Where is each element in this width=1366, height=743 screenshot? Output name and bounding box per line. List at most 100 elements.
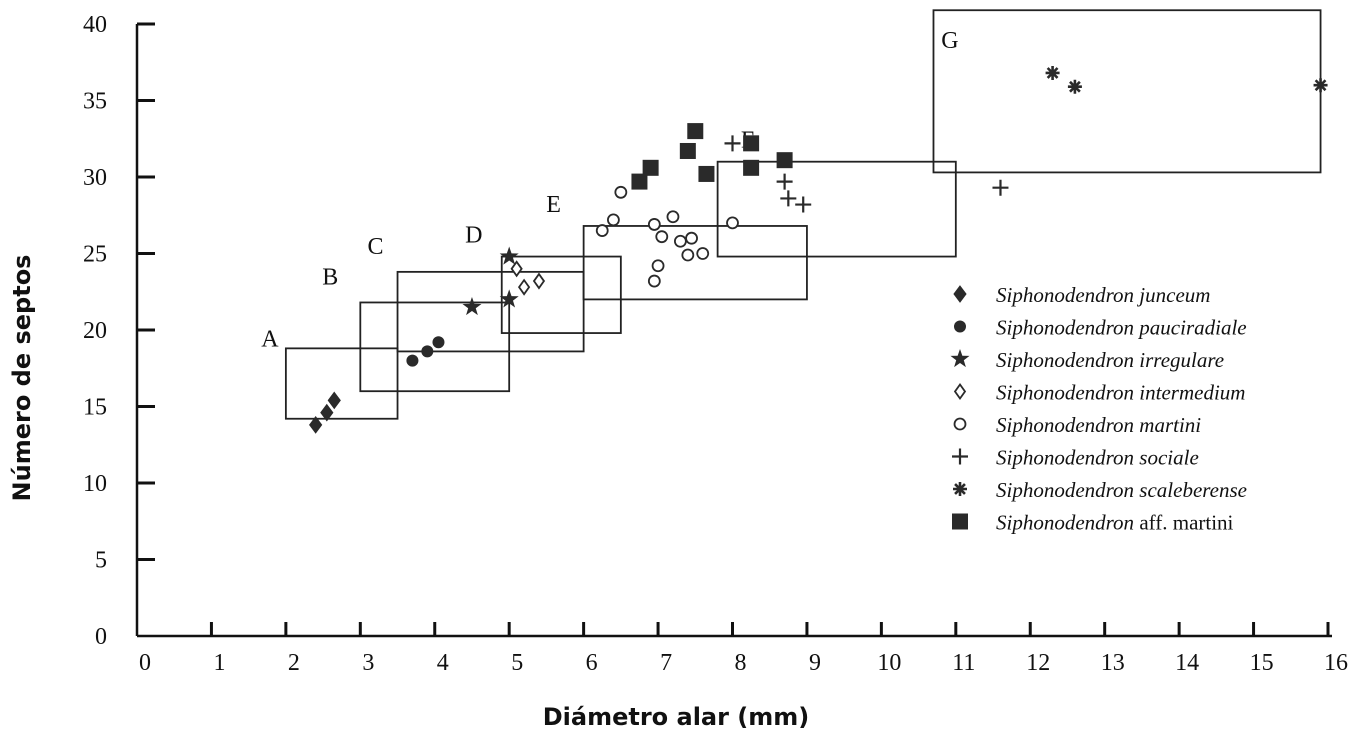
group-box-f	[716, 160, 957, 258]
point-diamond-open-shape	[517, 278, 531, 296]
point-asterisk-center	[1318, 82, 1324, 88]
point-circle-open	[673, 234, 687, 248]
point-circle-open-shape	[651, 259, 665, 273]
point-square-filled	[687, 123, 704, 140]
point-circle-open-shape	[614, 185, 628, 199]
point-asterisk-center	[1050, 70, 1056, 76]
point-circle-filled	[406, 354, 419, 367]
point-diamond-open	[510, 260, 523, 278]
point-circle-open-shape	[655, 230, 669, 244]
y-tick-label: 10	[83, 471, 107, 497]
point-diamond-open	[517, 278, 531, 296]
legend-label: Siphonodendron intermedium	[996, 381, 1245, 405]
point-plus	[724, 135, 741, 152]
legend-label: Siphonodendron sociale	[996, 446, 1199, 470]
point-circle-open	[614, 185, 628, 199]
point-diamond-filled-shape	[309, 416, 323, 434]
point-square-filled-shape	[743, 135, 760, 152]
point-square-filled	[679, 142, 696, 159]
point-square-filled-shape	[631, 173, 648, 190]
group-box-a	[284, 347, 399, 420]
legend-marker-shape	[953, 382, 967, 401]
group-label-e: E	[546, 192, 561, 218]
point-circle-open-shape	[647, 274, 661, 288]
legend-marker-shape	[950, 349, 970, 368]
legend-label-italic: Siphonodendron intermedium	[996, 381, 1245, 405]
legend-marker-shape	[952, 513, 968, 530]
point-square-filled	[642, 159, 659, 176]
x-tick-label: 10	[877, 650, 901, 676]
point-diamond-open	[532, 272, 546, 290]
point-circle-filled-shape	[406, 354, 419, 367]
x-tick-label: 11	[952, 650, 975, 676]
x-tick-label: 3	[362, 650, 374, 676]
point-plus-shape	[780, 190, 797, 207]
x-tick-label: 5	[511, 650, 523, 676]
point-asterisk-center	[1072, 84, 1078, 90]
point-circle-open	[685, 231, 698, 245]
point-circle-open-shape	[647, 218, 661, 231]
legend: Siphonodendron junceum Siphonodendron pau…	[950, 283, 1247, 535]
point-circle-open	[647, 274, 661, 288]
legend-label: Siphonodendron scaleberense	[996, 478, 1247, 502]
point-circle-open	[726, 216, 739, 230]
group-label-b: B	[322, 264, 338, 290]
group-label-g: G	[941, 28, 958, 54]
point-diamond-filled	[327, 391, 341, 410]
group-box-c	[396, 270, 585, 353]
point-plus-shape	[724, 135, 741, 152]
y-tick-label: 20	[83, 318, 107, 344]
legend-label-italic: Siphonodendron	[996, 511, 1134, 535]
point-diamond-open-shape	[532, 272, 546, 290]
legend-label-italic: Siphonodendron irregulare	[996, 348, 1224, 372]
legend-label-italic: Siphonodendron sociale	[996, 446, 1199, 470]
y-tick-label: 35	[83, 89, 107, 115]
point-plus	[780, 190, 797, 207]
legend-marker	[952, 513, 968, 530]
legend-label-italic: Siphonodendron martini	[996, 413, 1201, 437]
point-square-filled	[631, 173, 648, 190]
group-label-a: A	[261, 326, 279, 352]
point-circle-open-shape	[685, 231, 698, 245]
point-star	[499, 289, 519, 308]
point-circle-open	[651, 259, 665, 273]
group-box-e	[582, 225, 808, 301]
point-diamond-filled-shape	[327, 391, 341, 410]
point-circle-filled-shape	[421, 345, 434, 358]
point-diamond-filled-shape	[320, 403, 334, 422]
point-circle-open-shape	[726, 216, 739, 230]
point-circle-open	[655, 230, 669, 244]
legend-label: Siphonodendron aff. martini	[996, 511, 1234, 535]
point-square-filled	[743, 135, 760, 152]
group-label-d: D	[465, 223, 482, 249]
point-star	[499, 246, 519, 265]
point-plus-shape	[795, 196, 812, 213]
x-tick-label: 1	[213, 650, 225, 676]
point-circle-open-shape	[681, 248, 695, 262]
x-tick-label: 13	[1101, 650, 1125, 676]
legend-label-italic: Siphonodendron junceum	[996, 283, 1210, 307]
legend-label: Siphonodendron junceum	[996, 283, 1210, 307]
x-tick-label: 0	[139, 650, 151, 676]
group-box-b	[359, 301, 511, 393]
point-plus	[992, 179, 1009, 196]
group-label-c: C	[368, 234, 384, 260]
point-square-filled	[743, 159, 760, 176]
point-square-filled-shape	[679, 142, 696, 159]
data-points	[309, 65, 1328, 434]
point-circle-filled	[432, 336, 445, 349]
x-tick-label: 12	[1026, 650, 1050, 676]
point-diamond-filled	[309, 416, 323, 434]
point-square-filled-shape	[743, 159, 760, 176]
point-circle-open-shape	[595, 224, 609, 237]
point-asterisk	[1045, 65, 1060, 80]
x-axis-title: Diámetro alar (mm)	[543, 703, 810, 731]
x-tick-label: 15	[1250, 650, 1274, 676]
point-square-filled	[776, 152, 793, 169]
legend-label: Siphonodendron irregulare	[996, 348, 1224, 372]
point-circle-open	[696, 247, 710, 260]
point-circle-open-shape	[696, 247, 710, 260]
point-asterisk	[1313, 78, 1328, 93]
